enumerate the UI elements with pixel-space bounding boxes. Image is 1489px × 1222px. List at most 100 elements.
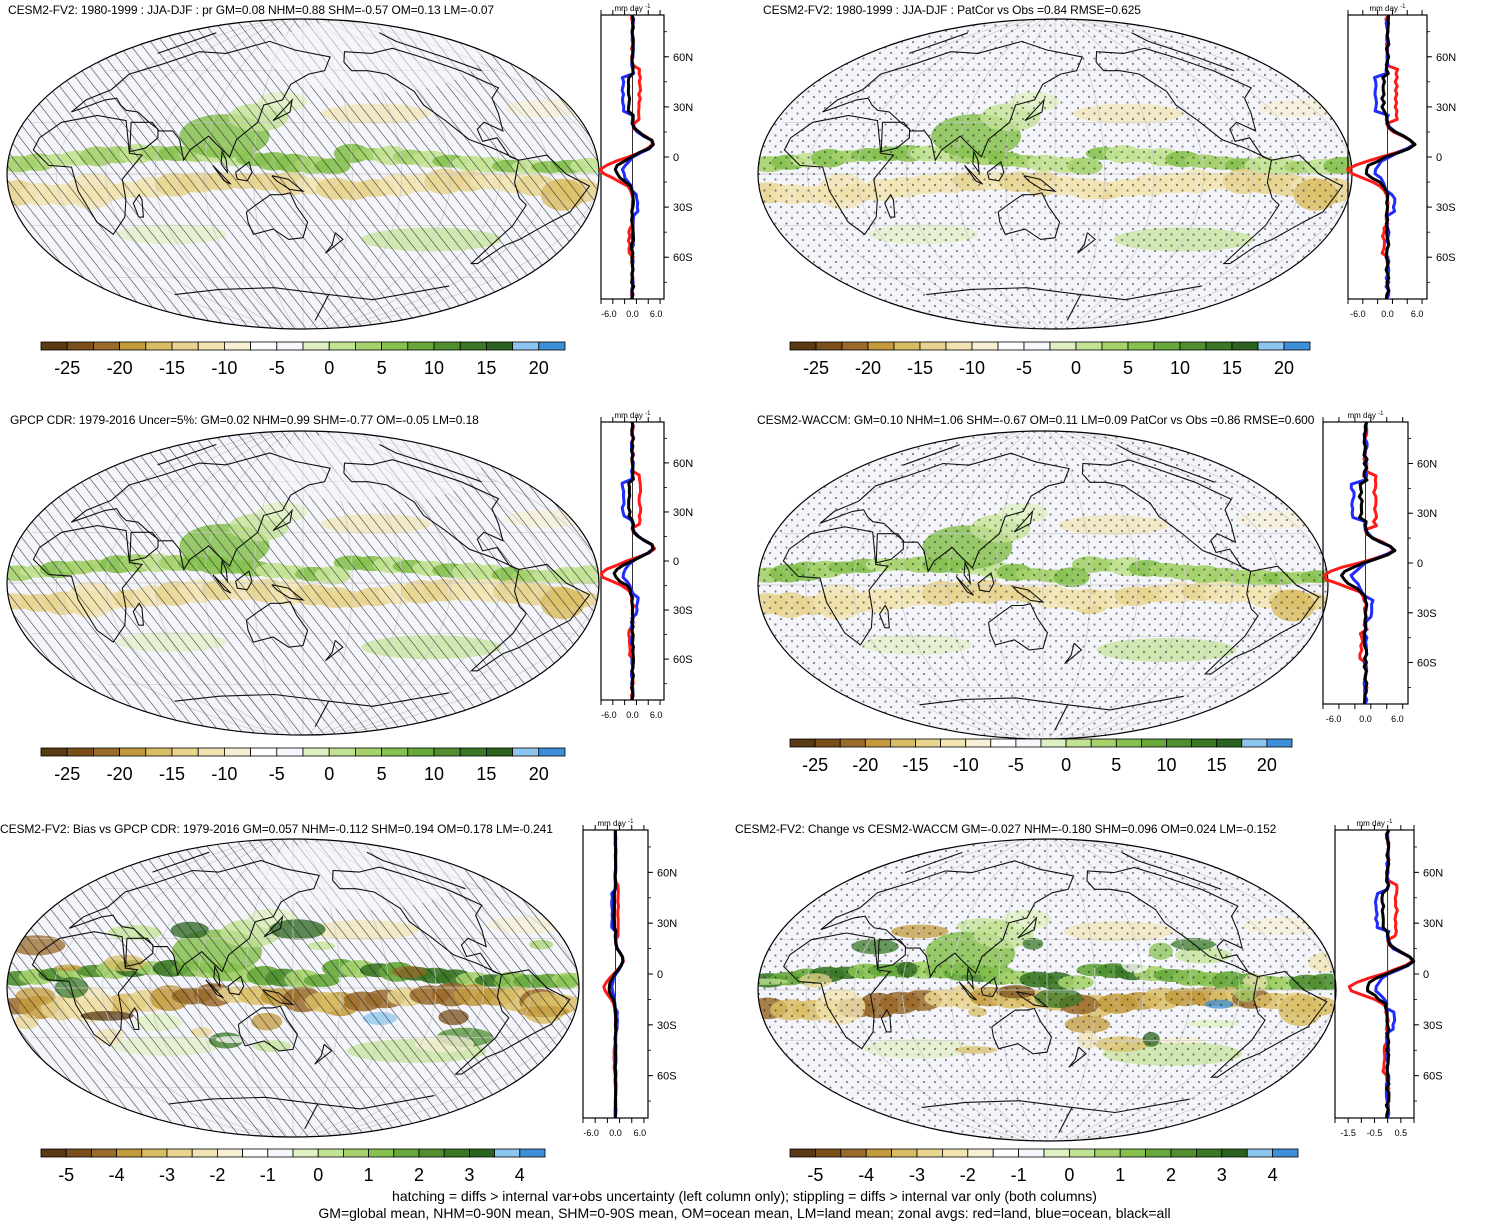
colorbar-swatch	[1257, 341, 1285, 351]
zonal-y-tick-label: 30N	[657, 918, 677, 930]
zonal-unit-label: mm day -1	[597, 819, 634, 828]
zonal-y-tick-label: 60N	[673, 458, 693, 470]
colorbar-swatch	[485, 341, 513, 351]
colorbar-tick-label: -15	[907, 358, 933, 377]
colorbar-tick-label: -15	[159, 358, 185, 377]
robinson-map	[6, 18, 600, 330]
colorbar-swatch	[1075, 341, 1103, 351]
colorbar-swatch	[919, 341, 947, 351]
map-panel-3	[6, 430, 600, 736]
colorbar-swatch	[328, 747, 356, 757]
colorbar-tick-label: 3	[1217, 1165, 1227, 1184]
colorbar-2: -25-20-15-10-50510152025	[789, 341, 1346, 378]
zonal-x-tick-label: 6.0	[650, 710, 663, 720]
robinson-map	[757, 430, 1329, 740]
colorbar-tick-label: 0	[1071, 358, 1081, 377]
colorbar-swatch	[191, 1148, 218, 1158]
colorbar-tick-label: -5	[807, 1165, 823, 1184]
robinson-map	[757, 838, 1337, 1142]
map-panel-2	[757, 18, 1353, 330]
colorbar-swatch	[459, 341, 487, 351]
colorbar-swatch	[267, 1148, 294, 1158]
zonal-y-tick-label: 60N	[673, 52, 693, 64]
zonal-y-tick-label: 30N	[1417, 508, 1437, 520]
colorbar-swatch	[1191, 738, 1218, 748]
colorbar-tick-label: -20	[107, 358, 133, 377]
colorbar-swatch	[66, 747, 94, 757]
colorbar-tick-label: 4	[1268, 1165, 1278, 1184]
colorbar-swatch	[166, 1148, 193, 1158]
colorbar-tick-label: 2	[414, 1165, 424, 1184]
zonal-y-tick-label: 60N	[1417, 458, 1437, 470]
colorbar-tick-label: -5	[269, 358, 285, 377]
colorbar-1: -25-20-15-10-50510152025	[40, 341, 601, 378]
zonal-x-tick-label: -6.0	[601, 309, 617, 319]
zonal-y-tick-label: 0	[657, 969, 663, 981]
zonal-all-line	[613, 14, 655, 300]
zonal-land-line	[1322, 421, 1395, 705]
colorbar-tick-label: 15	[476, 358, 496, 377]
zonal-y-tick-label: 60N	[657, 867, 677, 879]
colorbar-swatch	[1195, 1148, 1223, 1158]
colorbar-swatch	[302, 341, 330, 351]
colorbar-swatch	[381, 747, 409, 757]
zonal-y-tick-label: 30N	[1436, 102, 1456, 114]
zonal-mean-panel-2: mm day -1 -6.0 0.0 6.0 60N 30N 0 30S 60S	[1345, 3, 1463, 333]
colorbar-tick-label: 1	[1115, 1165, 1125, 1184]
colorbar-swatch	[992, 1148, 1019, 1158]
zonal-mean-panel-3: mm day -1 -6.0 0.0 6.0 60N 30N 0 30S 60S	[598, 410, 700, 734]
zonal-y-tick-label: 60N	[1436, 52, 1456, 64]
colorbar-swatch	[393, 1148, 420, 1158]
colorbar-tick-label: -25	[54, 358, 80, 377]
colorbar-tick-label: 20	[1257, 755, 1277, 774]
colorbar-tick-label: -10	[953, 755, 979, 774]
zonal-x-tick-label: -1.5	[1340, 1128, 1356, 1138]
colorbar-swatch	[116, 1148, 143, 1158]
colorbar-tick-label: 5	[1123, 358, 1133, 377]
colorbar-swatch	[1205, 341, 1233, 351]
zonal-land-line	[1347, 829, 1414, 1118]
map-panel-1	[6, 18, 600, 330]
panel-title-2: CESM2-FV2: 1980-1999 : JJA-DJF : PatCor …	[763, 3, 1141, 17]
colorbar-swatch	[40, 747, 68, 757]
zonal-x-tick-label: 6.0	[634, 1128, 647, 1138]
colorbar-swatch	[418, 1148, 445, 1158]
colorbar-swatch	[815, 341, 843, 351]
zonal-y-tick-label: 0	[1423, 969, 1429, 981]
colorbar-tick-label: 3	[464, 1165, 474, 1184]
colorbar-tick-label: -5	[1008, 755, 1024, 774]
panel-title-6: CESM2-FV2: Change vs CESM2-WACCM GM=-0.0…	[735, 822, 1277, 836]
colorbar-tick-label: -25	[803, 358, 829, 377]
colorbar-tick-label: -25	[54, 764, 80, 783]
colorbar-swatch	[250, 341, 278, 351]
colorbar-tick-label: -15	[902, 755, 928, 774]
colorbar-swatch	[1043, 1148, 1070, 1158]
zonal-y-tick-label: 30S	[1436, 202, 1456, 214]
colorbar-6: -5-4-3-2-1012345	[789, 1148, 1328, 1185]
zonal-x-tick-label: 6.0	[1391, 714, 1404, 724]
footer: hatching = diffs > internal var+obs unce…	[0, 1188, 1489, 1222]
panel-title-1: CESM2-FV2: 1980-1999 : JJA-DJF : pr GM=0…	[8, 3, 494, 17]
zonal-mean-panel-4: mm day -1 -6.0 0.0 6.0 60N 30N 0 30S 60S	[1320, 410, 1444, 738]
colorbar-swatch	[242, 1148, 269, 1158]
colorbar-swatch	[433, 341, 461, 351]
colorbar-tick-label: -2	[960, 1165, 976, 1184]
colorbar-swatch	[1015, 738, 1042, 748]
zonal-y-tick-label: 60N	[1423, 867, 1443, 879]
colorbar-swatch	[1166, 738, 1193, 748]
colorbar-tick-label: 0	[313, 1165, 323, 1184]
zonal-y-tick-label: 0	[1436, 152, 1442, 164]
zonal-all-line	[1340, 421, 1397, 705]
colorbar-swatch	[1241, 738, 1268, 748]
colorbar-swatch	[915, 738, 942, 748]
colorbar-swatch	[890, 738, 916, 748]
colorbar-tick-label: -15	[159, 764, 185, 783]
zonal-y-tick-label: 60S	[657, 1071, 677, 1083]
colorbar-swatch	[839, 738, 866, 748]
colorbar-swatch	[223, 341, 251, 351]
zonal-y-tick-label: 30N	[673, 102, 693, 114]
colorbar-swatch	[1170, 1148, 1197, 1158]
colorbar-swatch	[519, 1148, 546, 1158]
colorbar-4: -25-20-15-10-50510152025	[789, 738, 1327, 775]
colorbar-swatch	[223, 747, 251, 757]
